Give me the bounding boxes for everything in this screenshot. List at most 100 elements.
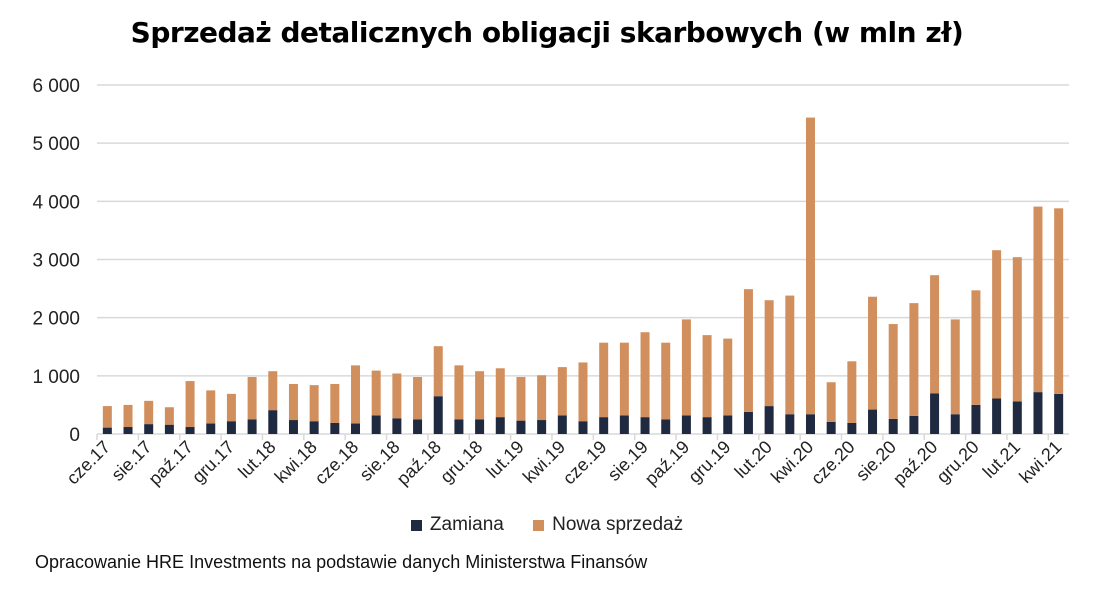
bar-zamiana: [578, 421, 588, 434]
bar-nowa-sprzedaz: [247, 376, 257, 420]
bar-zamiana: [413, 419, 423, 434]
bar-zamiana: [433, 396, 443, 434]
bar-nowa-sprzedaz: [640, 332, 650, 418]
bar-nowa-sprzedaz: [1033, 206, 1043, 393]
bar-zamiana: [247, 419, 257, 434]
x-tick-label: paź.19: [641, 437, 693, 489]
bar-nowa-sprzedaz: [454, 365, 464, 420]
x-tick-label: paź.20: [889, 437, 941, 489]
bar-zamiana: [743, 411, 753, 434]
x-tick-label: gru.19: [684, 437, 734, 487]
bar-zamiana: [557, 415, 567, 434]
bar-zamiana: [619, 415, 629, 434]
bar-zamiana: [537, 420, 547, 434]
legend-item-nowa-sprzedaz: Nowa sprzedaż: [533, 514, 683, 536]
bar-nowa-sprzedaz: [185, 381, 195, 428]
bar-zamiana: [599, 417, 609, 434]
bar-zamiana: [681, 415, 691, 434]
bar-zamiana: [1054, 393, 1064, 434]
bar-nowa-sprzedaz: [330, 383, 340, 423]
bar-nowa-sprzedaz: [888, 324, 898, 419]
bar-nowa-sprzedaz: [557, 367, 567, 416]
bar-zamiana: [226, 421, 236, 434]
bar-nowa-sprzedaz: [433, 346, 443, 397]
bar-zamiana: [392, 418, 402, 434]
bar-nowa-sprzedaz: [226, 393, 236, 422]
bar-nowa-sprzedaz: [868, 296, 878, 410]
bar-zamiana: [847, 422, 857, 434]
bar-nowa-sprzedaz: [599, 342, 609, 418]
legend-swatch: [533, 519, 545, 531]
bar-zamiana: [495, 417, 505, 434]
chart-title: Sprzedaż detalicznych obligacji skarbowy…: [130, 16, 964, 49]
bar-nowa-sprzedaz: [123, 404, 133, 428]
bar-zamiana: [454, 419, 464, 434]
bar-nowa-sprzedaz: [950, 319, 960, 415]
bar-nowa-sprzedaz: [1054, 208, 1064, 394]
x-tick-label: cze.18: [311, 437, 363, 489]
bar-zamiana: [888, 418, 898, 434]
x-tick-label: gru.17: [188, 437, 238, 487]
bar-zamiana: [102, 427, 112, 434]
x-tick-label: kwi.18: [271, 437, 321, 487]
bar-nowa-sprzedaz: [288, 383, 298, 421]
bar-nowa-sprzedaz: [785, 295, 795, 415]
x-tick-label: paź.17: [145, 437, 197, 489]
bar-nowa-sprzedaz: [764, 300, 774, 407]
bar-zamiana: [992, 398, 1002, 434]
bar-zamiana: [930, 393, 940, 434]
bar-nowa-sprzedaz: [992, 250, 1002, 399]
bar-nowa-sprzedaz: [268, 371, 278, 411]
bar-nowa-sprzedaz: [826, 382, 836, 422]
x-tick-label: gru.18: [436, 437, 486, 487]
legend-label: Zamiana: [429, 514, 504, 535]
legend-label: Nowa sprzedaż: [552, 514, 684, 535]
bar-zamiana: [1012, 401, 1022, 434]
y-tick-label: 1 000: [32, 367, 80, 388]
bar-nowa-sprzedaz: [495, 368, 505, 418]
y-tick-label: 6 000: [32, 76, 80, 97]
bar-zamiana: [661, 419, 671, 434]
bar-nowa-sprzedaz: [1012, 257, 1022, 402]
bar-nowa-sprzedaz: [743, 289, 753, 412]
bar-nowa-sprzedaz: [702, 335, 712, 418]
bar-zamiana: [516, 420, 526, 434]
bar-zamiana: [764, 406, 774, 434]
x-tick-label: cze.19: [559, 437, 611, 489]
bar-zamiana: [475, 419, 485, 434]
bar-nowa-sprzedaz: [351, 365, 361, 424]
y-tick-label: 5 000: [32, 134, 80, 155]
bar-zamiana: [950, 414, 960, 434]
bar-nowa-sprzedaz: [971, 290, 981, 405]
bar-zamiana: [309, 421, 319, 434]
bar-zamiana: [971, 404, 981, 434]
bar-zamiana: [785, 414, 795, 434]
bar-zamiana: [268, 410, 278, 434]
bar-zamiana: [330, 422, 340, 434]
bar-nowa-sprzedaz: [475, 371, 485, 420]
bar-zamiana: [702, 417, 712, 434]
legend-swatch: [410, 519, 422, 531]
bar-zamiana: [909, 415, 919, 434]
bar-zamiana: [288, 420, 298, 434]
bar-nowa-sprzedaz: [413, 376, 423, 420]
bar-zamiana: [185, 427, 195, 434]
source-note: Opracowanie HRE Investments na podstawie…: [35, 552, 648, 572]
bar-zamiana: [164, 424, 174, 434]
bar-nowa-sprzedaz: [309, 385, 319, 422]
x-tick-label: kwi.19: [519, 437, 569, 487]
bar-nowa-sprzedaz: [206, 390, 216, 424]
bar-zamiana: [723, 415, 733, 434]
y-tick-label: 2 000: [32, 309, 80, 330]
bar-zamiana: [351, 423, 361, 434]
bar-nowa-sprzedaz: [619, 342, 629, 416]
bar-nowa-sprzedaz: [164, 407, 174, 425]
bar-nowa-sprzedaz: [144, 400, 154, 425]
legend: Zamiana Nowa sprzedaż: [0, 514, 1094, 537]
bar-zamiana: [826, 421, 836, 434]
y-tick-label: 3 000: [32, 251, 80, 272]
x-tick-label: kwi.20: [767, 437, 817, 487]
bar-nowa-sprzedaz: [805, 117, 815, 415]
bar-nowa-sprzedaz: [930, 275, 940, 394]
